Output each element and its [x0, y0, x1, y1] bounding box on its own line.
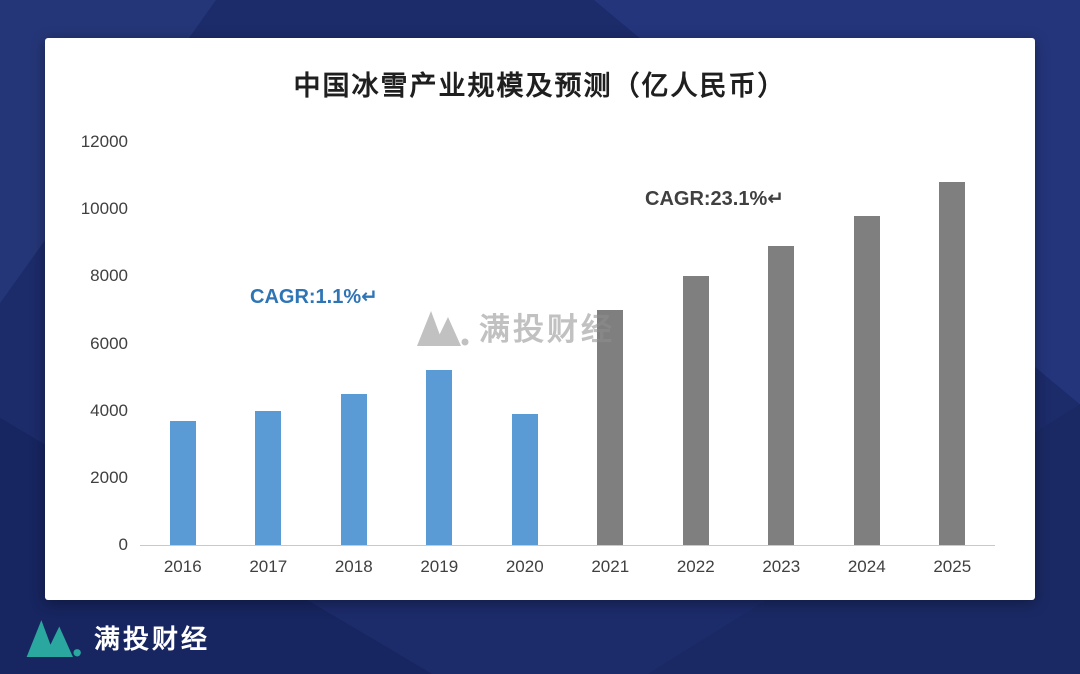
- y-axis: 0 2000 4000 6000 8000 10000 12000: [70, 132, 140, 554]
- bar-2021: [597, 309, 624, 545]
- bar-slot: [140, 142, 226, 545]
- x-tick-label: 2018: [334, 557, 373, 576]
- bar-2019: [426, 370, 453, 545]
- chart-title: 中国冰雪产业规模及预测（亿人民币）: [293, 71, 787, 101]
- cagr-annotation-actual: CAGR:1.1%↵: [250, 286, 378, 308]
- bar-slot: [824, 142, 910, 545]
- y-tick-label: 2000: [90, 467, 128, 487]
- chart-card: 中国冰雪产业规模及预测（亿人民币） 0 2000 4000 6000 8000 10000…: [45, 38, 1035, 600]
- x-tick-label: 2017: [249, 557, 288, 576]
- x-tick-label: 2016: [163, 557, 202, 576]
- bar-slot: [311, 142, 397, 545]
- bar-slot: [653, 142, 739, 545]
- x-tick-label: 2024: [847, 557, 886, 576]
- y-tick-label: 8000: [90, 266, 128, 286]
- bar-2025: [939, 182, 966, 545]
- bar-slot: [568, 142, 654, 545]
- footer-brand-bar: 满投财经: [0, 600, 1080, 674]
- x-tick-label: 2020: [505, 557, 544, 576]
- bar-2020: [511, 414, 538, 545]
- plot: [140, 142, 995, 546]
- footer-brand-text: 满投财经: [94, 623, 211, 654]
- x-tick-label: 2023: [762, 557, 801, 576]
- y-tick-label: 10000: [80, 199, 128, 219]
- x-tick-label: 2019: [420, 557, 459, 576]
- y-tick-label: 6000: [90, 333, 128, 353]
- y-tick-label: 12000: [80, 132, 128, 151]
- x-axis: 2016 2017 2018 2019 2020 2021 2022 2023 2024 2025: [140, 557, 995, 577]
- bar-2023: [768, 246, 795, 545]
- x-tick-label: 2021: [591, 557, 630, 576]
- bar-2024: [853, 215, 880, 545]
- bar-slot: [910, 142, 996, 545]
- chart-plot-area: 0 2000 4000 6000 8000 10000 12000: [70, 132, 995, 554]
- bar-slot: [482, 142, 568, 545]
- bar-2022: [682, 276, 709, 545]
- y-tick-label: 0: [118, 535, 128, 554]
- x-tick-label: 2025: [933, 557, 972, 576]
- bar-slot: [739, 142, 825, 545]
- bar-2016: [169, 420, 196, 545]
- bar-series: [140, 142, 995, 545]
- x-tick-label: 2022: [676, 557, 715, 576]
- bar-2018: [340, 393, 367, 545]
- cagr-annotation-forecast: CAGR:23.1%↵: [645, 188, 785, 210]
- y-tick-label: 4000: [90, 400, 128, 420]
- bar-2017: [255, 410, 282, 545]
- bar-slot: [226, 142, 312, 545]
- brand-logo-icon: [26, 617, 82, 657]
- bar-slot: [397, 142, 483, 545]
